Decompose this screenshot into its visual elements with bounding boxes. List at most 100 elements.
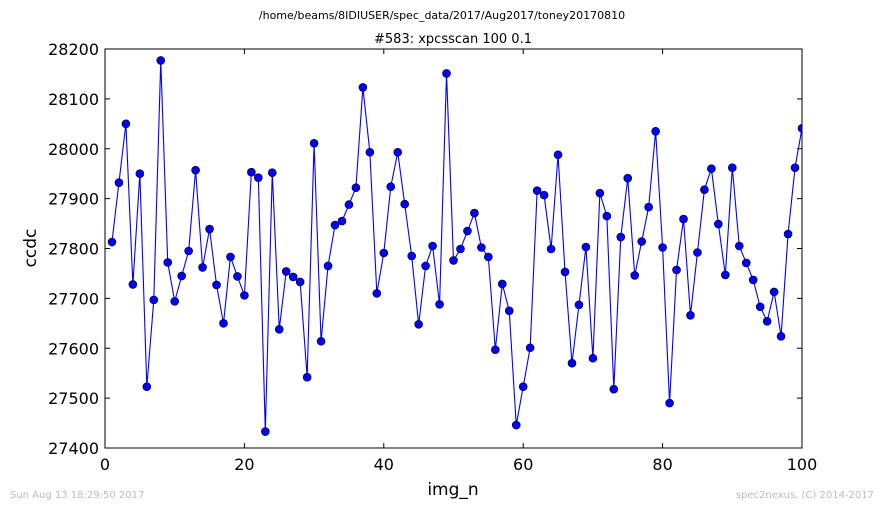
data-point [497,279,507,289]
data-point [184,246,193,256]
data-point [714,219,723,229]
data-point [707,164,716,173]
data-point [365,147,375,157]
data-point [644,202,653,212]
data-point [442,69,451,78]
data-point [240,291,249,300]
chart-suptitle: /home/beams/8IDIUSER/spec_data/2017/Aug2… [259,9,625,22]
data-point [226,252,235,262]
data-point [323,261,333,271]
y-tick-label: 27400 [48,439,99,458]
data-point [511,420,521,430]
data-point [309,138,319,148]
data-point [281,267,291,276]
data-point [700,185,709,194]
data-point [302,372,312,382]
data-point [274,324,284,334]
data-point [630,271,640,280]
data-point [351,183,361,192]
x-tick-label: 100 [787,455,818,474]
x-tick-label: 0 [100,455,110,474]
x-tick-label: 80 [652,455,672,474]
plot-area [107,56,802,436]
data-point [212,280,221,290]
data-point [553,150,563,160]
data-point [484,252,493,262]
data-point [790,163,800,172]
data-point [428,241,437,251]
data-point [261,427,270,436]
data-point [456,244,465,254]
data-point [198,263,207,272]
data-point [163,258,173,267]
data-point [748,275,758,285]
data-point [532,186,542,195]
data-point [658,243,667,252]
data-point [588,353,598,363]
data-point [128,280,138,289]
data-point [477,243,486,252]
data-point [191,165,200,175]
data-point [156,56,166,65]
x-tick-label: 40 [374,455,394,474]
data-point [581,242,591,252]
data-point [205,224,214,234]
y-tick-label: 27800 [48,240,99,259]
series-0 [107,56,802,436]
data-point [491,345,500,355]
data-point [107,237,117,247]
axes: 0 20 40 60 80 100 27400 27500 27600 27700 27800 279… [48,40,817,474]
data-point [734,241,744,251]
chart-title: #583: xpcsscan 100 0.1 [374,32,532,47]
data-point [637,237,646,246]
data-point [170,297,179,306]
data-point [609,384,619,394]
y-tick-label: 27500 [48,389,99,408]
data-point [463,226,472,236]
footer-timestamp: Sun Aug 13 18:29:50 2017 [10,490,144,501]
data-point [504,306,514,316]
data-point [721,270,730,280]
data-point [114,178,124,187]
data-point [755,302,765,312]
data-point [560,267,570,277]
data-point [679,214,688,224]
y-tick-label: 28100 [48,90,99,109]
data-point [358,83,368,92]
data-point [219,319,228,328]
data-point [414,320,423,329]
data-point [762,317,772,326]
data-point [546,244,556,254]
data-point [330,220,340,230]
footer-credit: spec2nexus, (C) 2014-2017 [736,490,874,501]
data-point [267,168,277,177]
data-point [602,211,612,221]
data-point [400,199,410,209]
data-point [149,295,159,305]
data-point [379,248,389,258]
x-tick-label: 60 [513,455,533,474]
data-point [407,251,416,261]
data-point [344,200,354,209]
y-tick-label: 27600 [48,339,99,358]
data-point [316,336,326,346]
data-point [288,272,298,282]
data-point [518,382,528,391]
y-tick-label: 27700 [48,289,99,308]
data-point [741,258,751,268]
data-point [595,188,605,198]
data-point [372,289,382,298]
y-tick-label: 28000 [48,140,99,159]
data-point [693,248,702,257]
data-point [247,167,256,177]
data-point [665,398,674,408]
data-point [449,256,458,265]
data-point [769,287,779,297]
data-point [567,358,577,368]
data-point [686,311,695,320]
data-point [435,300,444,309]
data-point [776,331,786,341]
y-tick-label: 28200 [48,40,99,59]
data-point [337,216,347,226]
data-point [651,126,660,136]
